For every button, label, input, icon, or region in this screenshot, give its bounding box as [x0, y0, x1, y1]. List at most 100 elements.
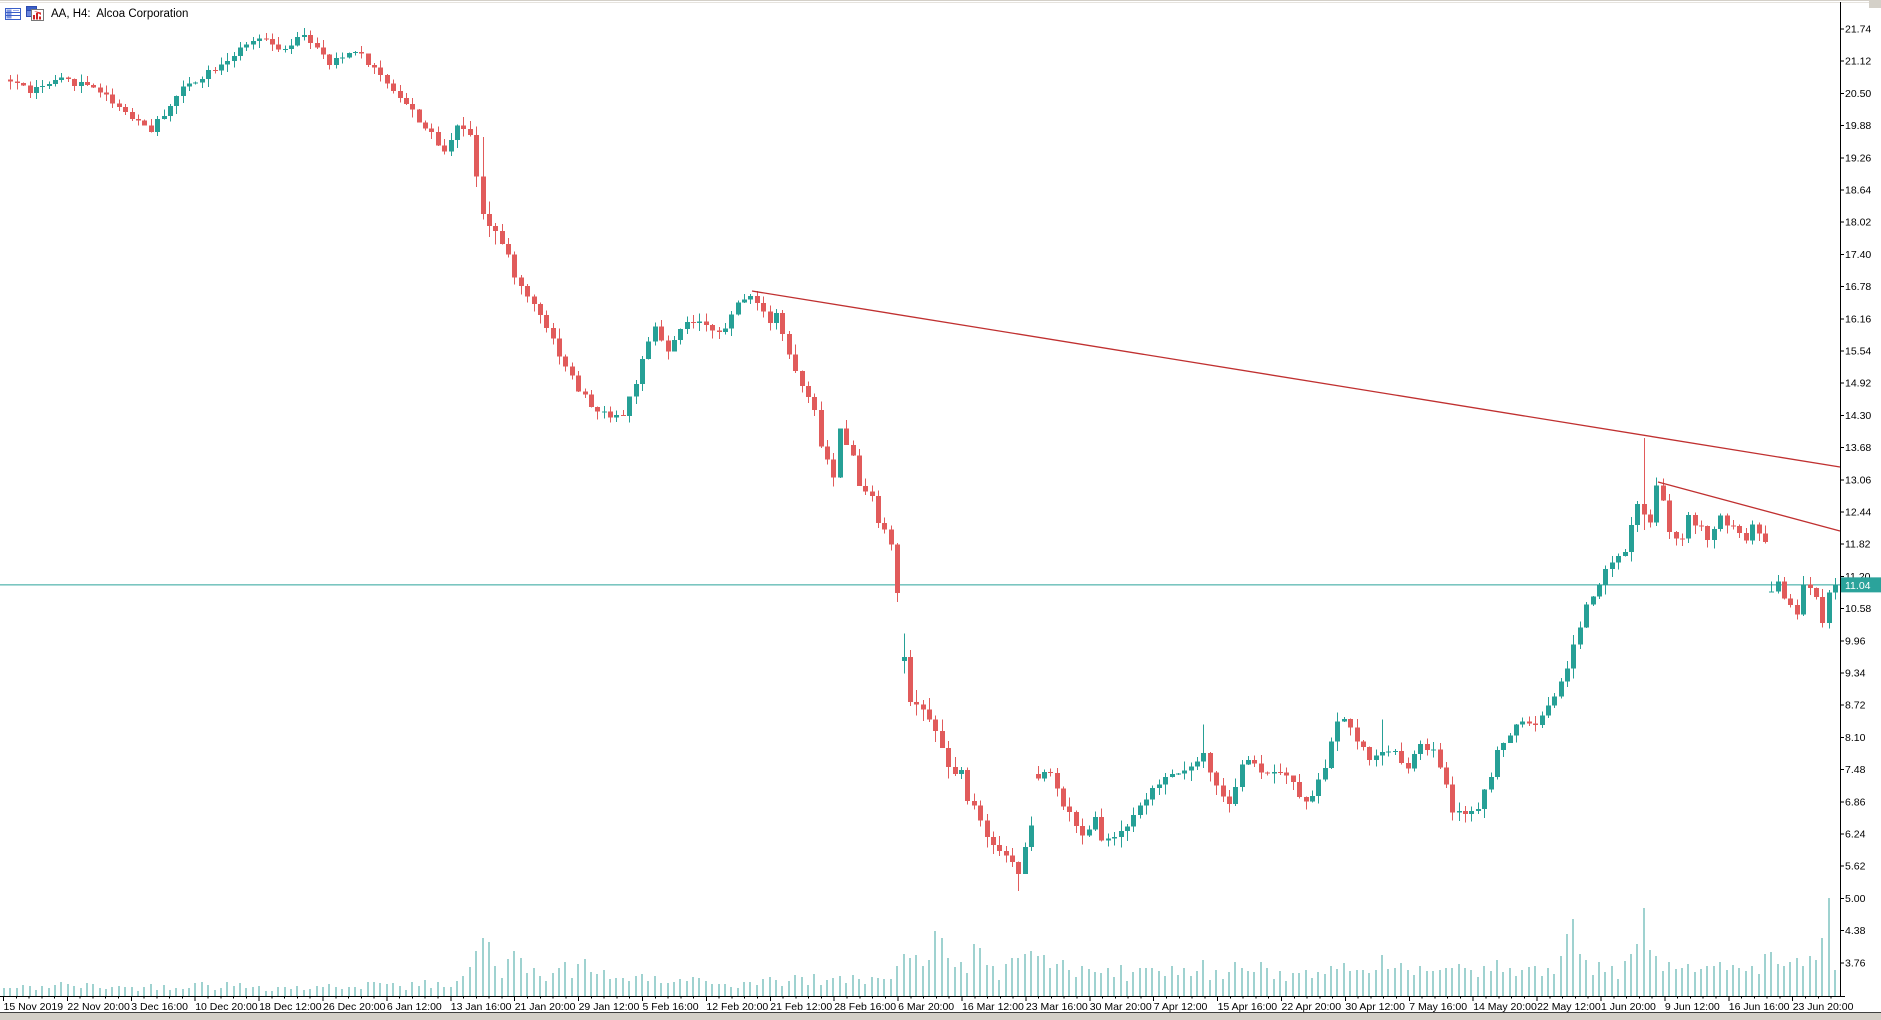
- bull-candle-body: [1374, 755, 1379, 761]
- bull-candle-body: [181, 86, 186, 97]
- time-labels[interactable]: 15 Nov 2019 22 Nov 20:00 3 Dec 16:00 10 Dec…: [4, 1001, 1854, 1013]
- volume-bar: [424, 980, 426, 996]
- bear-candle-body: [780, 313, 785, 334]
- volume-bar: [214, 990, 216, 996]
- volume-bar: [60, 982, 62, 996]
- volume-bar: [1649, 950, 1651, 996]
- bar-chart-icon: [26, 6, 44, 21]
- bull-candle-body: [334, 58, 339, 66]
- upper-descending-trendline[interactable]: [751, 290, 1841, 468]
- volume-bar: [309, 989, 311, 996]
- time-tick-label: 22 May 12:00: [1537, 1001, 1601, 1013]
- volume-bar: [667, 983, 669, 996]
- bear-candle-body: [1438, 749, 1443, 768]
- price-tick-label: 21.12: [1845, 56, 1871, 68]
- ohlc-table-icon: [5, 7, 21, 20]
- volume-bar: [769, 977, 771, 996]
- volume-bar: [609, 979, 611, 996]
- bear-candle-body: [532, 296, 537, 304]
- volume-bar: [934, 931, 936, 996]
- volume-bar: [552, 973, 554, 996]
- bear-candle-body: [1004, 851, 1009, 856]
- bear-candle-body: [429, 128, 434, 133]
- bull-candle-body: [1329, 741, 1334, 768]
- bear-candle-body: [940, 730, 945, 748]
- bear-candle-body: [1055, 772, 1060, 789]
- volume-bar: [475, 951, 477, 996]
- volume-bar: [762, 979, 764, 996]
- volume-bar: [1502, 972, 1504, 996]
- volume-bar: [1343, 963, 1345, 996]
- time-tick-label: 21 Feb 12:00: [770, 1001, 832, 1013]
- bull-candle-body: [748, 295, 753, 300]
- time-tick-label: 16 Jun 16:00: [1729, 1001, 1790, 1013]
- volume-bar: [456, 981, 458, 996]
- volume-bar: [1190, 976, 1192, 996]
- volume-bar: [1758, 974, 1760, 996]
- price-tick-label: 18.02: [1845, 217, 1871, 229]
- bull-candle-body: [959, 769, 964, 774]
- volume-bar: [915, 955, 917, 996]
- bull-candle-body: [1750, 524, 1755, 541]
- volume-bar: [539, 976, 541, 996]
- time-tick-label: 29 Jan 12:00: [579, 1001, 640, 1013]
- time-tick-label: 30 Apr 12:00: [1345, 1001, 1405, 1013]
- volume-bar: [526, 973, 528, 996]
- bear-candle-body: [1284, 772, 1289, 776]
- bull-candle-body: [34, 87, 39, 93]
- bear-candle-body: [525, 285, 530, 297]
- volume-bar: [1483, 966, 1485, 996]
- price-tick-label: 6.86: [1845, 796, 1866, 808]
- volume-bar: [328, 984, 330, 996]
- volume-bar: [443, 987, 445, 996]
- volume-bar: [826, 980, 828, 996]
- bear-candle-body: [755, 295, 760, 303]
- bull-candle-body: [1431, 749, 1436, 751]
- time-tick-label: 12 Feb 20:00: [706, 1001, 768, 1013]
- bear-candle-body: [500, 231, 505, 244]
- volume-bar: [1745, 971, 1747, 996]
- bear-candle-body: [819, 409, 824, 447]
- volume-layer: [3, 898, 1836, 996]
- volume-bar: [883, 979, 885, 996]
- volume-bar: [686, 981, 688, 996]
- volume-bar: [1068, 970, 1070, 996]
- volume-bar: [1509, 968, 1511, 996]
- bear-candle-body: [933, 719, 938, 731]
- lower-descending-trendline[interactable]: [1657, 481, 1841, 532]
- bear-candle-body: [1348, 718, 1353, 728]
- volume-bar: [775, 980, 777, 996]
- volume-bar: [960, 962, 962, 996]
- volume-bar: [430, 988, 432, 996]
- bear-candle-body: [1010, 855, 1015, 862]
- trendlines-layer[interactable]: [751, 290, 1841, 532]
- bear-candle-body: [308, 35, 313, 44]
- volume-bar: [813, 974, 815, 996]
- volume-bar: [1579, 954, 1581, 996]
- bear-candle-body: [761, 302, 766, 312]
- bear-candle-body: [1304, 796, 1309, 802]
- volume-bar: [647, 981, 649, 996]
- time-tick-label: 26 Dec 20:00: [323, 1001, 386, 1013]
- time-tick-label: 15 Apr 16:00: [1218, 1001, 1278, 1013]
- bull-candle-body: [1508, 735, 1513, 743]
- time-tick-label: 28 Feb 16:00: [834, 1001, 896, 1013]
- bull-candle-body: [219, 64, 224, 71]
- volume-bar: [1821, 938, 1823, 996]
- volume-bar: [1056, 964, 1058, 996]
- bull-candle-body: [59, 77, 64, 81]
- bear-candle-body: [1080, 826, 1085, 836]
- time-tick-label: 10 Dec 20:00: [195, 1001, 258, 1013]
- volume-bar: [111, 987, 113, 996]
- bull-candle-body: [1316, 779, 1321, 797]
- bull-candle-body: [1125, 826, 1130, 831]
- bear-candle-body: [691, 322, 696, 324]
- bull-candle-body: [1342, 718, 1347, 722]
- volume-bar: [998, 980, 1000, 996]
- volume-bar: [105, 989, 107, 996]
- price-labels[interactable]: 21.74 21.12 20.50 19.88 19.26 18.64 18.02 17.40…: [1845, 24, 1871, 970]
- volume-bar: [794, 975, 796, 996]
- volume-bar: [718, 984, 720, 996]
- bull-candle-body: [1323, 767, 1328, 780]
